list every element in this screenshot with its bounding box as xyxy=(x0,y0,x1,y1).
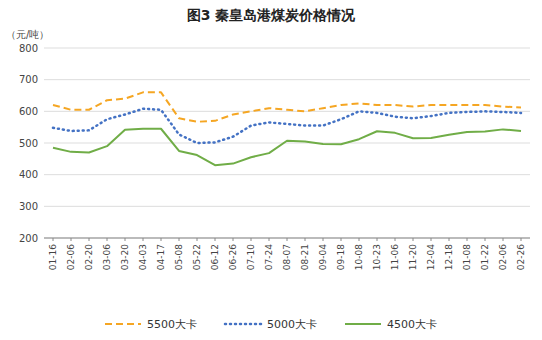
x-tick-label: 02-06 xyxy=(66,244,76,270)
x-tick xyxy=(413,238,414,241)
x-tick-label: 06-12 xyxy=(210,244,220,270)
x-tick xyxy=(215,238,216,241)
x-tick xyxy=(503,238,504,241)
grid-line xyxy=(44,143,530,144)
grid-line xyxy=(44,206,530,207)
x-tick-label: 06-26 xyxy=(228,244,238,270)
x-tick-label: 02-26 xyxy=(516,244,526,270)
grid-line xyxy=(44,174,530,175)
x-tick xyxy=(305,238,306,241)
x-tick-label: 05-22 xyxy=(192,244,202,270)
x-tick-label: 08-07 xyxy=(282,244,292,270)
x-tick-label: 12-18 xyxy=(444,244,454,270)
x-tick-label: 04-17 xyxy=(156,244,166,270)
x-tick-label: 04-03 xyxy=(138,244,148,270)
x-tick-label: 12-04 xyxy=(426,244,436,270)
x-tick-label: 07-10 xyxy=(246,244,256,270)
series-line xyxy=(53,129,521,165)
x-tick xyxy=(467,238,468,241)
legend-item: 5500大卡 xyxy=(105,318,197,331)
x-tick xyxy=(323,238,324,241)
x-tick xyxy=(377,238,378,241)
y-tick-label: 500 xyxy=(19,138,38,149)
x-tick xyxy=(125,238,126,241)
x-tick-label: 02-06 xyxy=(498,244,508,270)
y-tick-label: 800 xyxy=(19,43,38,54)
x-tick xyxy=(107,238,108,241)
legend-item: 5000大卡 xyxy=(225,318,317,331)
x-tick-label: 05-08 xyxy=(174,244,184,270)
x-tick-label: 10-23 xyxy=(372,244,382,270)
x-tick xyxy=(395,238,396,241)
x-tick-label: 02-20 xyxy=(84,244,94,270)
series-line xyxy=(53,92,521,121)
x-tick-label: 01-22 xyxy=(480,244,490,270)
x-tick xyxy=(251,238,252,241)
x-tick-label: 07-24 xyxy=(264,244,274,270)
x-tick xyxy=(431,238,432,241)
y-tick-label: 600 xyxy=(19,106,38,117)
x-tick-label: 11-06 xyxy=(390,244,400,270)
x-tick xyxy=(341,238,342,241)
x-tick xyxy=(197,238,198,241)
series-line xyxy=(53,109,521,143)
x-tick xyxy=(485,238,486,241)
x-tick xyxy=(89,238,90,241)
y-grid xyxy=(44,48,530,238)
legend-label: 5500大卡 xyxy=(147,318,197,331)
grid-line xyxy=(44,48,530,49)
series-lines xyxy=(53,92,521,165)
x-tick-label: 01-16 xyxy=(48,244,58,270)
x-tick xyxy=(143,238,144,241)
grid-line xyxy=(44,79,530,80)
y-tick-label: 200 xyxy=(19,233,38,244)
x-tick xyxy=(287,238,288,241)
x-tick-label: 08-21 xyxy=(300,244,310,270)
x-tick xyxy=(521,238,522,241)
y-tick-label: 400 xyxy=(19,169,38,180)
x-tick xyxy=(161,238,162,241)
x-tick-label: 03-20 xyxy=(120,244,130,270)
x-tick xyxy=(53,238,54,241)
x-tick xyxy=(71,238,72,241)
legend-swatch xyxy=(345,323,381,325)
chart-container: 图3 秦皇岛港煤炭价格情况 （元/吨） 200 300 400 500 600 700 800 0… xyxy=(0,0,542,340)
legend-label: 4500大卡 xyxy=(387,318,437,331)
y-axis-label: （元/吨） xyxy=(6,29,49,40)
x-tick-label: 11-20 xyxy=(408,244,418,270)
x-tick-label: 01-08 xyxy=(462,244,472,270)
x-tick xyxy=(233,238,234,241)
y-tick-label: 300 xyxy=(19,201,38,212)
legend-item: 4500大卡 xyxy=(345,318,437,331)
y-tick-label: 700 xyxy=(19,74,38,85)
x-tick xyxy=(179,238,180,241)
x-tick-label: 03-06 xyxy=(102,244,112,270)
x-tick-label: 09-18 xyxy=(336,244,346,270)
x-tick xyxy=(359,238,360,241)
x-tick xyxy=(449,238,450,241)
chart-title: 图3 秦皇岛港煤炭价格情况 xyxy=(187,7,357,23)
legend-swatch xyxy=(105,323,141,325)
x-tick-label: 09-04 xyxy=(318,244,328,270)
x-tick-label: 10-08 xyxy=(354,244,364,270)
legend: 5500大卡 5000大卡 4500大卡 xyxy=(105,318,437,331)
chart-svg: 图3 秦皇岛港煤炭价格情况 （元/吨） 200 300 400 500 600 700 800 0… xyxy=(0,0,542,340)
legend-swatch xyxy=(225,323,261,326)
legend-label: 5000大卡 xyxy=(267,318,317,331)
x-tick xyxy=(269,238,270,241)
